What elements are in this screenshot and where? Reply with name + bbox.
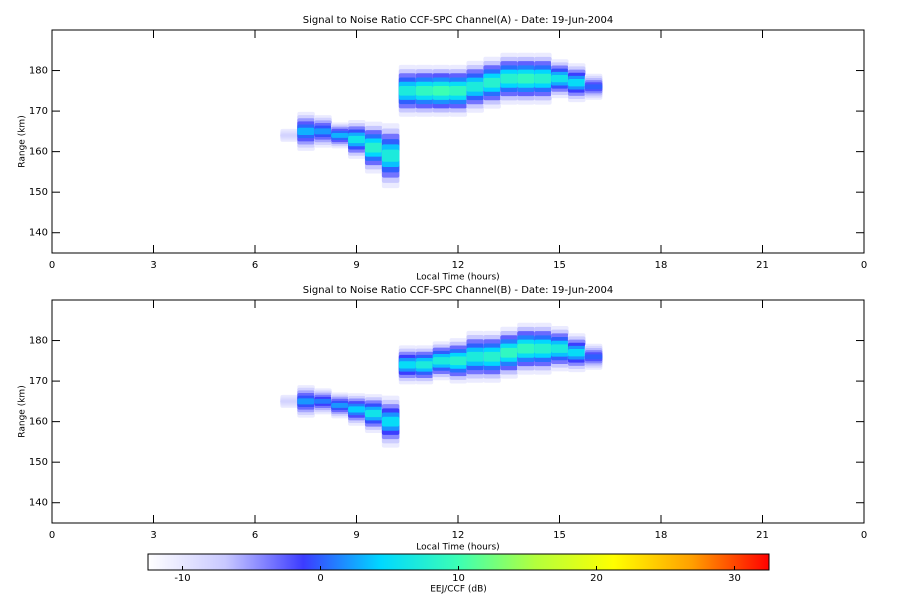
echo-cell	[398, 361, 417, 369]
echo-cell	[449, 356, 468, 366]
x-tick-label: 21	[756, 260, 769, 271]
x-tick-label: 12	[452, 530, 465, 541]
x-tick-label: 9	[353, 530, 359, 541]
plot-frame	[51, 29, 865, 254]
x-tick-label: 6	[252, 530, 258, 541]
x-tick-label: 18	[655, 260, 668, 271]
y-tick-label: 150	[29, 187, 48, 198]
colorbar-tick-label: 20	[590, 573, 603, 584]
echo-cell	[466, 81, 484, 92]
colorbar-tick-label: 0	[317, 573, 323, 584]
echo-cell	[364, 142, 383, 153]
echo-cell	[398, 85, 417, 96]
echo-cell	[297, 127, 315, 136]
x-axis-label: Local Time (hours)	[416, 273, 499, 283]
echo-cell	[415, 361, 434, 369]
y-tick-label: 160	[29, 417, 48, 428]
y-tick-label: 170	[29, 106, 48, 117]
chart-title: Signal to Noise Ratio CCF-SPC Channel(B)…	[303, 285, 613, 296]
colorbar-tick-label: 10	[452, 573, 465, 584]
echo-cell	[500, 73, 518, 84]
x-axis-label: Local Time (hours)	[416, 543, 499, 553]
y-axis-label: Range (km)	[18, 385, 28, 437]
colorbar-label: EEJ/CCF (dB)	[430, 585, 487, 595]
echo-cell	[584, 354, 603, 360]
echo-cell	[567, 349, 586, 357]
echo-cell	[381, 416, 400, 427]
y-axis-label: Range (km)	[18, 115, 28, 167]
echo-panel	[280, 322, 603, 448]
echo-cell	[584, 84, 603, 90]
echo-cell	[551, 75, 569, 83]
x-tick-label: 12	[452, 260, 465, 271]
y-tick-label: 180	[29, 336, 48, 347]
echo-cell	[364, 409, 383, 418]
colorbar-tick-label: -10	[174, 573, 190, 584]
echo-cell	[314, 398, 332, 404]
echo-cell	[280, 400, 298, 403]
echo-cell	[517, 343, 535, 354]
x-tick-label: 9	[353, 260, 359, 271]
echo-cell	[500, 347, 518, 358]
x-tick-label: 21	[756, 530, 769, 541]
echo-cell	[297, 398, 315, 405]
x-tick-label: 0	[861, 260, 867, 271]
y-tick-label: 180	[29, 66, 48, 77]
echo-panel	[280, 52, 603, 189]
echo-cell	[466, 351, 484, 362]
x-tick-label: 18	[655, 530, 668, 541]
x-tick-label: 0	[861, 530, 867, 541]
echo-cell	[551, 344, 569, 353]
echo-cell	[534, 73, 552, 84]
echo-cell	[348, 406, 366, 413]
y-tick-label: 160	[29, 147, 48, 158]
echo-cell	[432, 85, 451, 96]
echo-cell	[534, 343, 552, 354]
y-tick-label: 150	[29, 457, 48, 468]
echo-cell	[348, 135, 366, 144]
plot-frame	[51, 299, 865, 524]
colorbar-tick-label: 30	[728, 573, 741, 584]
echo-cell	[567, 79, 586, 87]
x-tick-label: 0	[49, 260, 55, 271]
y-tick-label: 140	[29, 498, 48, 509]
echo-cell	[415, 85, 434, 96]
echo-cell	[331, 402, 349, 408]
x-tick-label: 15	[553, 530, 566, 541]
echo-cell	[483, 351, 501, 362]
echo-cell	[432, 357, 451, 365]
echo-cell	[483, 77, 501, 88]
echo-cell	[381, 149, 400, 162]
x-tick-label: 0	[49, 530, 55, 541]
x-tick-label: 3	[150, 260, 156, 271]
echo-cell	[280, 134, 298, 137]
x-tick-label: 15	[553, 260, 566, 271]
echo-cell	[517, 73, 535, 84]
echo-cell	[449, 85, 468, 96]
echo-cell	[314, 128, 332, 135]
x-tick-label: 6	[252, 260, 258, 271]
echo-cell	[331, 132, 349, 138]
y-tick-label: 170	[29, 376, 48, 387]
chart-title: Signal to Noise Ratio CCF-SPC Channel(A)…	[303, 15, 613, 26]
y-tick-label: 140	[29, 228, 48, 239]
x-tick-label: 3	[150, 530, 156, 541]
